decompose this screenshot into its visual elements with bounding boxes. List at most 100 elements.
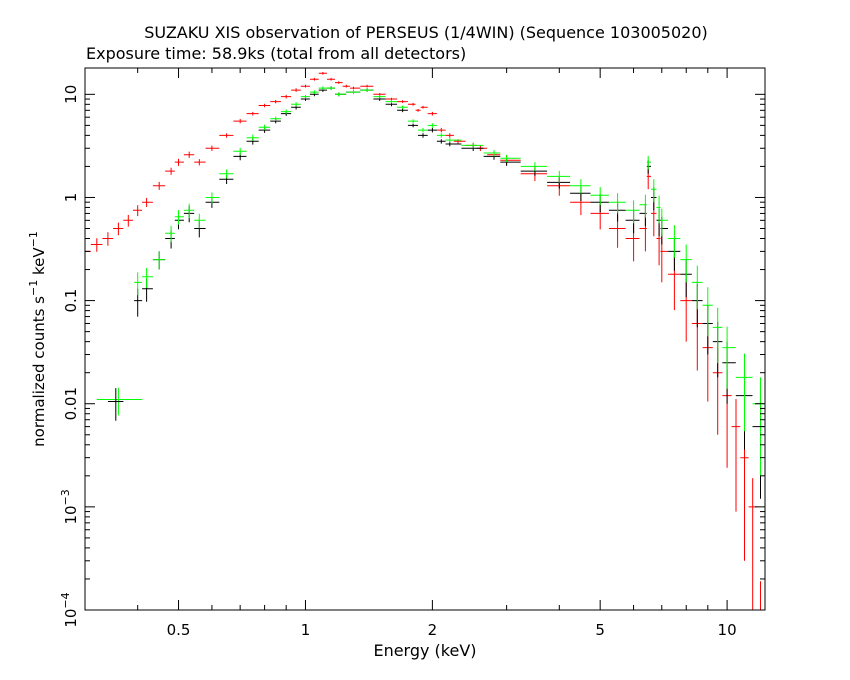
- data-point: [373, 94, 386, 99]
- data-point: [346, 90, 361, 94]
- data-point: [445, 133, 454, 138]
- series-1: [134, 86, 765, 499]
- data-point: [500, 155, 521, 165]
- data-point: [752, 400, 765, 499]
- data-point: [165, 225, 175, 243]
- data-point: [407, 123, 418, 128]
- data-point: [194, 221, 206, 238]
- data-point: [233, 118, 247, 124]
- data-point: [436, 133, 446, 138]
- data-point: [625, 223, 640, 262]
- y-tick-label-base: 10: [62, 505, 80, 524]
- y-tick-label: 0.1: [62, 289, 80, 313]
- data-point: [233, 147, 247, 156]
- data-point: [300, 94, 310, 99]
- data-point: [646, 166, 651, 190]
- data-point: [327, 77, 335, 81]
- data-point: [205, 145, 220, 151]
- data-point: [415, 109, 421, 112]
- x-tick-label: 10: [718, 621, 737, 639]
- data-point: [397, 105, 408, 109]
- data-point: [183, 203, 195, 219]
- data-point: [152, 181, 166, 190]
- data-point: [740, 428, 749, 561]
- data-point: [660, 208, 669, 237]
- data-point: [194, 213, 206, 229]
- data-point: [309, 90, 319, 94]
- data-point: [90, 238, 103, 252]
- data-point: [722, 326, 736, 389]
- data-point: [420, 105, 428, 109]
- data-point: [280, 94, 292, 99]
- data-point: [349, 86, 361, 90]
- data-point: [309, 77, 319, 81]
- data-point: [570, 192, 591, 216]
- data-point: [668, 225, 681, 258]
- y-tick-label-exp: −4: [59, 592, 72, 608]
- y-axis-label: normalized counts s−1 keV−1: [27, 231, 48, 447]
- data-point: [691, 265, 703, 310]
- y-tick-label-base: 0.1: [62, 289, 80, 313]
- data-point: [142, 267, 153, 288]
- data-point: [246, 134, 259, 141]
- data-point: [656, 208, 661, 237]
- data-point: [520, 162, 548, 172]
- data-point: [335, 92, 347, 97]
- data-point: [270, 99, 281, 104]
- data-point: [102, 232, 114, 246]
- data-point: [291, 88, 301, 92]
- data-point: [174, 210, 184, 225]
- series-4: [107, 388, 124, 421]
- y-tick-label-base: 0.01: [62, 387, 80, 420]
- data-point: [360, 84, 374, 88]
- data-point: [731, 399, 741, 512]
- chart-title: SUZAKU XIS observation of PERSEUS (1/4WI…: [144, 23, 708, 42]
- data-point: [500, 154, 521, 162]
- data-point: [748, 478, 757, 610]
- y-tick-label-exp: −3: [59, 489, 72, 505]
- y-axis-label-middle: keV: [30, 247, 48, 280]
- data-point: [427, 123, 437, 128]
- data-point: [651, 179, 657, 203]
- data-point: [427, 127, 437, 133]
- y-axis-label-prefix: normalized counts s: [30, 296, 48, 447]
- y-axis-label-exp2: −1: [27, 231, 40, 247]
- series-0: [84, 72, 765, 611]
- data-point: [625, 200, 640, 224]
- data-point: [142, 278, 153, 302]
- data-point: [436, 139, 446, 144]
- data-point: [280, 109, 292, 114]
- data-point: [246, 111, 259, 116]
- data-point: [427, 111, 437, 116]
- data-point: [174, 158, 184, 166]
- data-point: [570, 179, 591, 194]
- data-point: [625, 210, 640, 234]
- y-tick-label: 1: [62, 193, 80, 203]
- data-point: [174, 212, 184, 230]
- data-point: [258, 124, 271, 130]
- data-point: [142, 197, 153, 207]
- y-tick-label-base: 1: [62, 193, 80, 203]
- data-point: [318, 72, 327, 75]
- data-point: [483, 149, 501, 157]
- data-point: [656, 221, 661, 266]
- data-point: [445, 137, 462, 143]
- data-point: [520, 167, 548, 181]
- data-point: [656, 195, 661, 224]
- data-point: [327, 86, 335, 90]
- data-point: [205, 192, 220, 204]
- data-point: [639, 194, 647, 218]
- data-point: [735, 353, 753, 432]
- data-point: [335, 81, 343, 84]
- data-layer: [84, 72, 765, 611]
- y-tick-label: 10−4: [59, 592, 80, 627]
- chart-subtitle: Exposure time: 58.9ks (total from all de…: [86, 44, 466, 63]
- data-point: [646, 155, 651, 170]
- data-point: [134, 272, 143, 296]
- data-point: [270, 116, 281, 121]
- x-tick-label: 5: [595, 621, 605, 639]
- data-point: [342, 84, 350, 88]
- data-point: [84, 245, 91, 259]
